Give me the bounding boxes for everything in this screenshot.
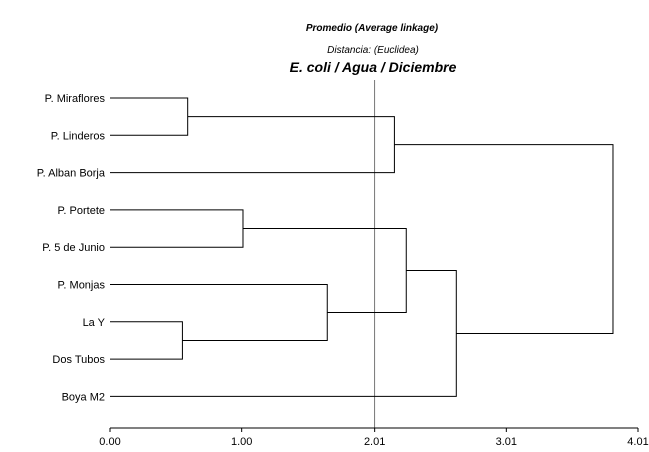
leaf-label-p-portete: P. Portete	[58, 205, 106, 217]
dendrogram-link-c3	[110, 209, 244, 248]
leaf-label-p-5-de-junio: P. 5 de Junio	[42, 242, 105, 254]
leaf-label-dos-tubos: Dos Tubos	[52, 354, 105, 366]
chart-title: Promedio (Average linkage)	[306, 23, 439, 34]
leaf-label-la-y: La Y	[83, 317, 106, 329]
dendrogram-link-c7	[110, 270, 457, 397]
x-tick-label-1: 1.00	[231, 436, 252, 448]
leaf-label-p-linderos: P. Linderos	[51, 130, 106, 142]
x-axis: 0.00 1.00 2.01 3.01 4.01	[99, 427, 649, 448]
dendrogram-link-c1	[110, 97, 189, 136]
chart-heading: E. coli / Agua / Diciembre	[290, 59, 457, 75]
dendrogram-links	[110, 80, 614, 428]
x-tick-label-3: 3.01	[496, 436, 517, 448]
dendrogram-link-c2	[110, 116, 395, 174]
dendrogram-link-c5	[110, 284, 328, 341]
dendrogram-link-c4	[110, 321, 183, 360]
x-tick-label-4: 4.01	[627, 436, 648, 448]
leaf-label-boya-m2: Boya M2	[62, 391, 105, 403]
dendrogram-link-c8	[394, 144, 614, 334]
chart-subtitle: Distancia: (Euclidea)	[327, 45, 419, 56]
leaf-labels: P. Miraflores P. Linderos P. Alban Borja P.…	[37, 93, 106, 403]
x-tick-label-2: 2.01	[364, 436, 385, 448]
x-tick-label-0: 0.00	[99, 436, 120, 448]
leaf-label-p-miraflores: P. Miraflores	[45, 93, 106, 105]
dendrogram-link-c6	[242, 228, 407, 313]
leaf-label-p-monjas: P. Monjas	[58, 280, 106, 292]
leaf-label-p-alban-borja: P. Alban Borja	[37, 168, 106, 180]
